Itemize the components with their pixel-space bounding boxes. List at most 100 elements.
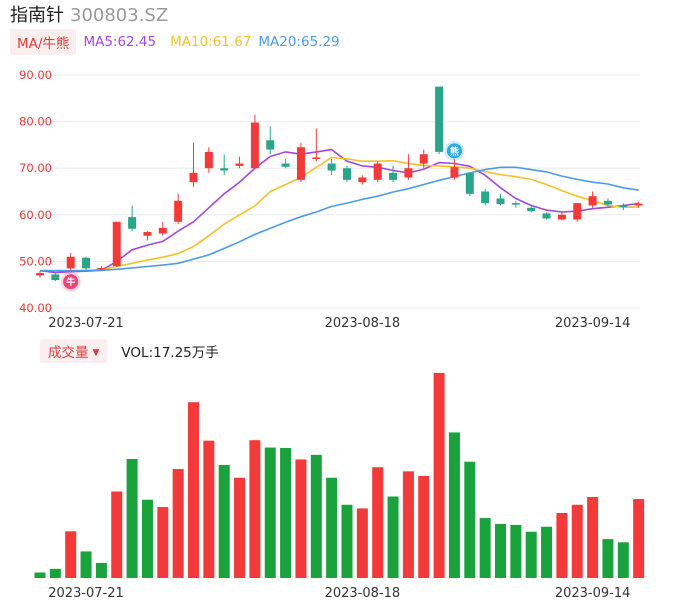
volume-bar [65, 531, 77, 578]
volume-bar [249, 440, 261, 578]
candle [465, 172, 474, 197]
candle [327, 158, 336, 176]
date-label: 2023-09-14 [555, 586, 631, 601]
candle-body [189, 172, 198, 183]
ma-line-ma5 [39, 148, 639, 274]
volume-bar [141, 499, 153, 578]
candle [158, 221, 167, 236]
ma-line-ma20 [40, 166, 639, 272]
candle-body [296, 147, 305, 180]
volume-bar [80, 551, 92, 578]
volume-bars [34, 372, 645, 578]
volume-bar [188, 402, 199, 578]
volume-bar [495, 523, 506, 578]
price-y-axis: 90.00 80.00 70.00 60.00 50.00 40.00 [19, 68, 52, 315]
volume-bar [295, 459, 307, 578]
candle [603, 198, 612, 207]
legend-ma5: MA5:62.45 [83, 34, 157, 50]
marker-label: 牛 [66, 276, 75, 288]
y-tick-label: 70.00 [19, 161, 52, 175]
candle [389, 165, 398, 183]
candle [358, 175, 367, 185]
candle [481, 189, 490, 206]
y-tick-label: 80.00 [19, 115, 52, 129]
candle-body [158, 227, 167, 234]
volume-bar [234, 477, 246, 578]
candle-body [235, 163, 244, 166]
y-tick-label: 40.00 [19, 301, 52, 315]
candle [296, 142, 305, 183]
candle [128, 205, 137, 232]
volume-selector-label: 成交量 [48, 345, 89, 361]
legend-ma20: MA20:65.29 [258, 34, 340, 50]
candle-body [465, 172, 474, 194]
volume-bar [326, 477, 338, 578]
volume-bar [111, 491, 123, 578]
candle-body [112, 221, 121, 267]
candle-body [573, 203, 582, 220]
candle-body [404, 168, 413, 178]
volume-bar [541, 526, 553, 578]
candle [619, 203, 628, 211]
volume-bar [157, 507, 169, 578]
candle-body [143, 232, 152, 236]
candle-body [343, 168, 351, 180]
caret-down-icon: ▼ [92, 348, 100, 358]
volume-bar [372, 467, 384, 578]
volume-bar [218, 464, 230, 578]
candle [404, 154, 413, 180]
candle-body [527, 207, 536, 212]
candle [250, 114, 259, 169]
volume-date-axis: 2023-07-21 2023-08-18 2023-09-14 [48, 586, 630, 601]
volume-bar [633, 499, 645, 578]
candle-body [220, 168, 229, 171]
volume-bar [556, 512, 568, 578]
volume-bar [448, 432, 460, 578]
volume-bar [433, 372, 445, 578]
candle-body [481, 191, 490, 204]
candle-body [588, 196, 597, 206]
candle [557, 212, 566, 221]
volume-bar [203, 440, 215, 578]
legend-ma10: MA10:61.67 [170, 34, 252, 50]
candle-body [450, 167, 459, 178]
candle [204, 147, 213, 173]
volume-bar [387, 496, 399, 578]
volume-bar [602, 539, 614, 578]
candle [343, 165, 351, 183]
volume-bar [510, 524, 522, 578]
candle-body [281, 163, 290, 167]
volume-indicator-selector[interactable]: 成交量 ▼ [40, 339, 108, 363]
volume-bar [310, 454, 322, 578]
ma-bull-bear-toggle[interactable]: MA/牛熊 [10, 29, 77, 55]
candle [542, 212, 551, 220]
candle [112, 221, 121, 267]
candle-body [51, 274, 60, 281]
volume-bar [402, 471, 414, 578]
marker-badge [63, 274, 79, 290]
volume-bar [356, 508, 368, 578]
volume-bar [341, 504, 353, 578]
marker-label: 熊 [450, 145, 459, 157]
candle-body [327, 163, 336, 171]
date-label: 2023-07-21 [48, 316, 124, 331]
candle-body [128, 217, 137, 229]
volume-bar [464, 461, 476, 578]
ma-line-ma10 [40, 156, 639, 272]
volume-bar [280, 447, 292, 578]
candle [143, 231, 152, 241]
candle [573, 203, 582, 222]
bear-marker-icon: 熊 [444, 140, 465, 161]
volume-bar [264, 447, 276, 578]
candle-body [511, 203, 520, 205]
candle [66, 253, 75, 271]
candle [527, 205, 536, 213]
candle-body [619, 205, 628, 207]
candle [220, 154, 229, 176]
stock-title: 指南针 300803.SZ [10, 4, 168, 28]
candle-body [634, 203, 643, 206]
candle-body [266, 140, 275, 150]
candle-body [66, 256, 75, 269]
candle-body [435, 86, 444, 152]
